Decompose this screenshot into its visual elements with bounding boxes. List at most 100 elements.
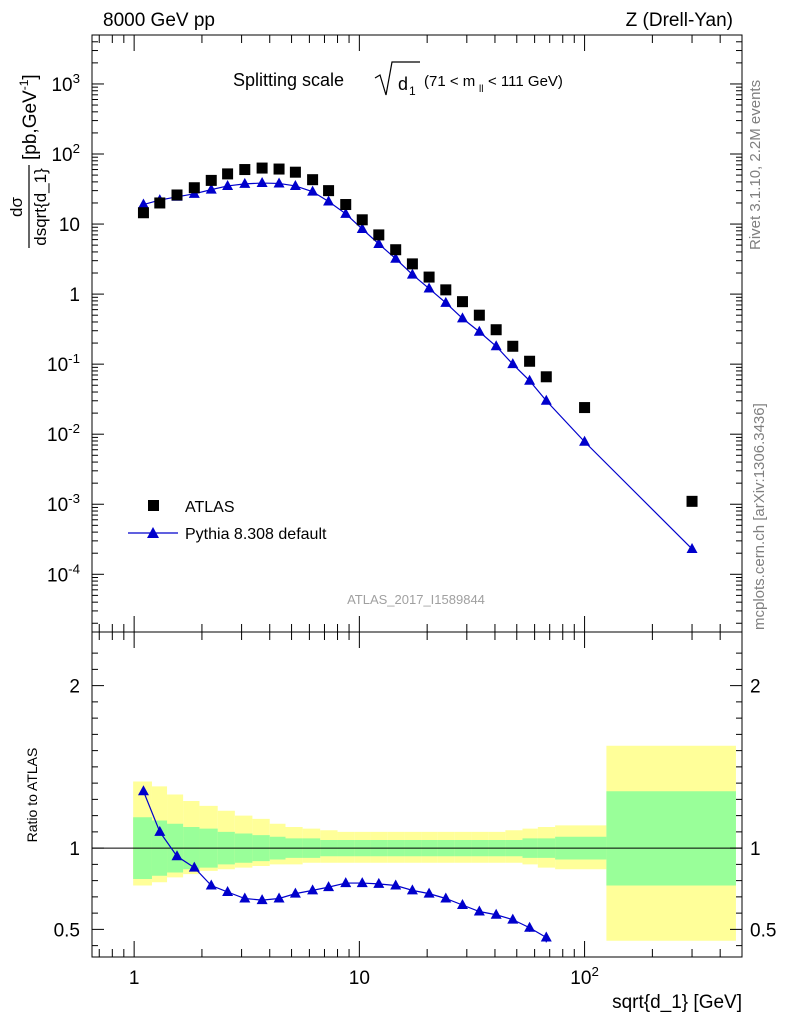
analysis-watermark: ATLAS_2017_I1589844 <box>347 592 485 607</box>
ratio-point <box>456 899 468 909</box>
ratio-xlabel: sqrt{d_1} [GeV] <box>612 992 742 1013</box>
pythia-point <box>373 237 385 248</box>
ratio-xticks: 1 10 102 <box>98 632 743 989</box>
atlas-point <box>440 284 452 296</box>
title-range-sub: ll <box>479 84 483 95</box>
ratio-point <box>373 877 385 888</box>
pythia-point <box>137 198 149 209</box>
legend-marker-atlas <box>148 500 159 511</box>
pythia-point <box>205 183 217 194</box>
mcplots-label: mcplots.cern.ch [arXiv:1306.3436] <box>751 403 768 630</box>
ratio-frame <box>91 631 743 958</box>
pythia-point <box>456 312 468 323</box>
pythia-point <box>289 179 301 190</box>
ratio-point <box>323 881 335 892</box>
ratio-point <box>540 931 552 942</box>
ylabel-denominator: dsqrt{d_1} <box>31 168 50 246</box>
ratio-point <box>205 879 217 890</box>
ratio-point <box>171 850 183 861</box>
pythia-point <box>524 374 536 385</box>
atlas-point <box>205 174 217 186</box>
svg-text:ll: ll <box>479 84 483 95</box>
atlas-point <box>356 214 368 226</box>
svg-text:(71 < m: (71 < m <box>424 73 475 90</box>
svg-text:d: d <box>398 74 408 94</box>
pythia-line <box>143 182 693 550</box>
ratio-yticks: 0.5 0.5 1 1 2 2 <box>54 652 776 947</box>
legend-label-pythia: Pythia 8.308 default <box>185 526 327 543</box>
title-main: Splitting scale <box>233 70 344 90</box>
pythia-point <box>222 179 234 190</box>
main-xticks <box>98 35 743 632</box>
atlas-point <box>273 163 285 175</box>
sqrt-symbol <box>374 61 420 96</box>
atlas-point <box>323 185 335 197</box>
ratio-point <box>188 861 200 872</box>
atlas-point <box>289 166 301 178</box>
ylabel-units-close: ] <box>20 74 41 79</box>
ratio-y-tick-label-right: 1 <box>750 839 761 860</box>
legend: ATLAS Pythia 8.308 default <box>128 499 327 543</box>
ratio-point <box>390 879 402 890</box>
pythia-point <box>423 282 435 293</box>
title-range-left: (71 < m <box>424 73 475 90</box>
ratio-y-tick-label-left: 2 <box>69 677 80 698</box>
pythia-point <box>507 358 519 369</box>
pythia-point <box>440 296 452 307</box>
y-tick-label: 10-2 <box>47 421 80 446</box>
atlas-point <box>390 244 402 256</box>
ylabel-units: [pb,GeV <box>20 90 41 160</box>
ratio-y-tick-label-left: 0.5 <box>54 920 80 941</box>
header-left: 8000 GeV pp <box>103 10 215 31</box>
main-plot-area <box>137 162 698 553</box>
y-tick-label: 103 <box>51 71 80 96</box>
atlas-point <box>373 229 385 241</box>
chart-title: Splitting scale d 1 (71 < m ll < 111 GeV… <box>233 61 563 98</box>
atlas-point <box>524 355 536 367</box>
pythia-point <box>256 177 268 188</box>
svg-text:[pb,GeV-1]: [pb,GeV-1] <box>17 74 41 160</box>
atlas-point <box>406 258 418 270</box>
main-yticks: 10-4 10-3 10-2 10-1 1 10 102 103 <box>47 34 742 624</box>
ratio-y-tick-label-right: 0.5 <box>750 920 776 941</box>
ylabel-numerator: dσ <box>7 197 26 217</box>
atlas-point <box>540 371 552 383</box>
ratio-point <box>273 892 285 903</box>
y-tick-label: 10-1 <box>47 351 80 376</box>
ratio-point <box>406 884 418 895</box>
pythia-point <box>239 177 251 188</box>
title-symbol: d <box>398 74 408 94</box>
ratio-point <box>154 825 166 836</box>
atlas-point <box>188 182 200 194</box>
atlas-point <box>686 495 698 507</box>
atlas-point <box>222 168 234 180</box>
pythia-point <box>356 222 368 233</box>
y-tick-label: 10-4 <box>47 561 80 586</box>
svg-text:< 111 GeV): < 111 GeV) <box>488 73 563 90</box>
rivet-label: Rivet 3.1.10, 2.2M events <box>747 80 764 250</box>
pythia-point <box>323 195 335 206</box>
ratio-y-tick-label-right: 2 <box>750 677 761 698</box>
atlas-point <box>473 309 485 321</box>
atlas-point <box>340 199 352 211</box>
atlas-point <box>307 174 319 186</box>
pythia-point <box>490 340 502 351</box>
ratio-point <box>222 886 234 896</box>
ratio-ylabel: Ratio to ATLAS <box>24 748 40 843</box>
pythia-point <box>406 268 418 279</box>
pythia-point <box>390 252 402 263</box>
y-tick-label: 10-3 <box>47 491 80 516</box>
y-tick-label: 10 <box>59 215 80 236</box>
atlas-point <box>239 164 251 176</box>
ratio-point <box>524 921 536 932</box>
ratio-point <box>307 884 319 895</box>
main-panel: 10-4 10-3 10-2 10-1 1 10 102 103 Splitting scal… <box>7 34 743 633</box>
ratio-point <box>490 908 502 919</box>
atlas-point <box>579 402 591 414</box>
ratio-point <box>423 887 435 898</box>
ratio-panel: 0.5 0.5 1 1 2 2 1 10 102 Ratio to ATLAS sqrt{d_… <box>24 631 776 1013</box>
pythia-point <box>579 435 591 446</box>
header-right: Z (Drell-Yan) <box>626 10 733 31</box>
y-tick-label: 1 <box>69 285 80 306</box>
